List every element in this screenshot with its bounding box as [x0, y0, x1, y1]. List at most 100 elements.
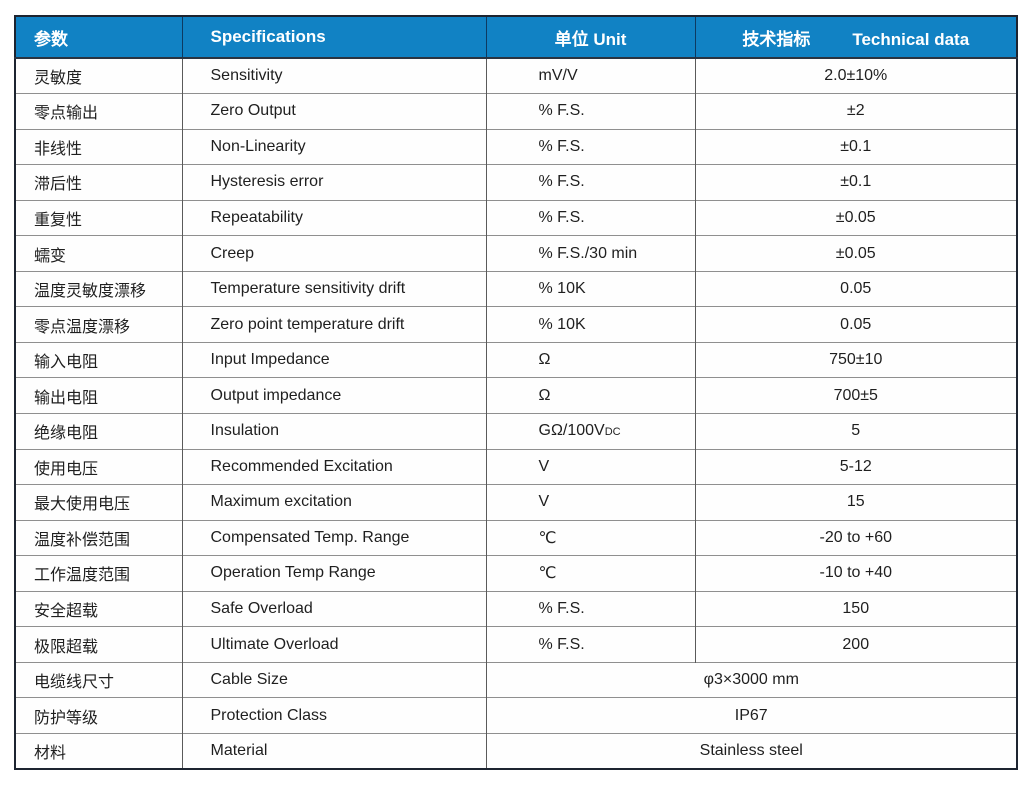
value-cell: 200: [695, 626, 1017, 663]
spec-cell: Protection Class: [182, 697, 487, 734]
spec-cell: Operation Temp Range: [182, 555, 487, 592]
unit-cell: % F.S.: [486, 199, 696, 236]
unit-text: GΩ/100V: [538, 422, 605, 440]
spec-cell: Hysteresis error: [182, 164, 487, 201]
table-row: 电缆线尺寸 Cable Size φ3×3000 mm: [15, 661, 1017, 698]
unit-cell: % F.S.: [486, 164, 696, 201]
param-cell: 防护等级: [15, 697, 183, 734]
param-cell: 输出电阻: [15, 377, 183, 414]
table-row: 工作温度范围 Operation Temp Range ℃ -10 to +40: [15, 555, 1017, 592]
specifications-table: 参数 Specifications 单位 Unit 技术指标 Technical …: [14, 15, 1018, 770]
param-cell: 蠕变: [15, 235, 183, 272]
table-body: 灵敏度 Sensitivity mV/V 2.0±10% 零点输出 Zero Output…: [15, 57, 1017, 769]
value-cell: ±0.1: [695, 128, 1017, 165]
spec-cell: Ultimate Overload: [182, 626, 487, 663]
param-cell: 重复性: [15, 199, 183, 236]
spec-cell: Input Impedance: [182, 341, 487, 378]
unit-cell: mV/V: [486, 57, 696, 94]
value-cell: -10 to +40: [695, 555, 1017, 592]
value-cell: 15: [695, 484, 1017, 521]
value-cell: ±0.05: [695, 235, 1017, 272]
spec-cell: Repeatability: [182, 199, 487, 236]
unit-cell: % 10K: [486, 270, 696, 307]
spec-cell: Material: [182, 732, 487, 769]
table-row: 材料 Material Stainless steel: [15, 732, 1017, 769]
table-row: 温度灵敏度漂移 Temperature sensitivity drift% 10…: [15, 270, 1017, 307]
param-cell: 滞后性: [15, 164, 183, 201]
param-cell: 使用电压: [15, 448, 183, 485]
unit-cell: GΩ/100VDC: [486, 412, 696, 450]
table-row: 零点温度漂移 Zero point temperature drift% 10K 0…: [15, 306, 1017, 343]
unit-cell: Ω: [486, 377, 696, 414]
unit-cell: ℃: [486, 555, 696, 592]
spec-cell: Output impedance: [182, 377, 487, 414]
spec-cell: Safe Overload: [182, 590, 487, 627]
unit-cell: ℃: [486, 519, 696, 556]
param-cell: 输入电阻: [15, 341, 183, 378]
param-cell: 最大使用电压: [15, 484, 183, 521]
header-technical-data: 技术指标 Technical data: [695, 16, 1017, 59]
value-cell: 700±5: [695, 377, 1017, 414]
value-cell: 150: [695, 590, 1017, 627]
unit-cell: Ω: [486, 341, 696, 378]
spec-cell: Cable Size: [182, 661, 487, 698]
spec-cell: Maximum excitation: [182, 484, 487, 521]
unit-cell: % 10K: [486, 306, 696, 343]
unit-cell: V: [486, 484, 696, 521]
header-technical-data-en: Technical data: [852, 29, 970, 49]
merged-value-cell: Stainless steel: [486, 732, 1017, 769]
table-row: 最大使用电压 Maximum excitation V 15: [15, 484, 1017, 521]
table-header: 参数 Specifications 单位 Unit 技术指标 Technical …: [15, 16, 1017, 59]
param-cell: 安全超载: [15, 590, 183, 627]
table-row: 安全超载 Safe Overload% F.S. 150: [15, 590, 1017, 627]
header-row: 参数 Specifications 单位 Unit 技术指标 Technical …: [15, 16, 1017, 59]
spec-cell: Temperature sensitivity drift: [182, 270, 487, 307]
value-cell: 2.0±10%: [695, 57, 1017, 94]
param-cell: 绝缘电阻: [15, 412, 183, 450]
table-row: 使用电压 Recommended Excitation V 5-12: [15, 448, 1017, 485]
unit-cell: % F.S./30 min: [486, 235, 696, 272]
unit-cell: % F.S.: [486, 93, 696, 130]
header-unit: 单位 Unit: [486, 16, 696, 59]
value-cell: 750±10: [695, 341, 1017, 378]
table-row: 重复性 Repeatability% F.S. ±0.05: [15, 199, 1017, 236]
value-cell: 0.05: [695, 306, 1017, 343]
table-row: 极限超载 Ultimate Overload% F.S. 200: [15, 626, 1017, 663]
param-cell: 材料: [15, 732, 183, 769]
merged-value-cell: IP67: [486, 697, 1017, 734]
table-row: 蠕变 Creep% F.S./30 min ±0.05: [15, 235, 1017, 272]
unit-cell: % F.S.: [486, 128, 696, 165]
value-cell: 5: [695, 412, 1017, 450]
spec-cell: Sensitivity: [182, 57, 487, 94]
header-technical-data-cn: 技术指标: [742, 29, 811, 49]
value-cell: ±0.05: [695, 199, 1017, 236]
table-row: 输出电阻 Output impedance Ω 700±5: [15, 377, 1017, 414]
value-cell: -20 to +60: [695, 519, 1017, 556]
value-cell: ±2: [695, 93, 1017, 130]
value-cell: 5-12: [695, 448, 1017, 485]
table-row: 灵敏度 Sensitivity mV/V 2.0±10%: [15, 57, 1017, 94]
spec-cell: Recommended Excitation: [182, 448, 487, 485]
unit-subscript: DC: [604, 426, 621, 439]
merged-value-cell: φ3×3000 mm: [486, 661, 1017, 698]
param-cell: 零点温度漂移: [15, 306, 183, 343]
value-cell: ±0.1: [695, 164, 1017, 201]
spec-cell: Creep: [182, 235, 487, 272]
table-row: 零点输出 Zero Output% F.S. ±2: [15, 93, 1017, 130]
table-row: 温度补偿范围 Compensated Temp. Range ℃ -20 to +60: [15, 519, 1017, 556]
param-cell: 非线性: [15, 128, 183, 165]
table-row: 滞后性 Hysteresis error% F.S. ±0.1: [15, 164, 1017, 201]
param-cell: 温度补偿范围: [15, 519, 183, 556]
param-cell: 工作温度范围: [15, 555, 183, 592]
header-param: 参数: [15, 16, 183, 59]
value-cell: 0.05: [695, 270, 1017, 307]
spec-cell: Non-Linearity: [182, 128, 487, 165]
param-cell: 零点输出: [15, 93, 183, 130]
table-row: 非线性 Non-Linearity% F.S. ±0.1: [15, 128, 1017, 165]
unit-cell: V: [486, 448, 696, 485]
unit-cell: % F.S.: [486, 590, 696, 627]
spec-cell: Zero point temperature drift: [182, 306, 487, 343]
param-cell: 电缆线尺寸: [15, 661, 183, 698]
param-cell: 温度灵敏度漂移: [15, 270, 183, 307]
